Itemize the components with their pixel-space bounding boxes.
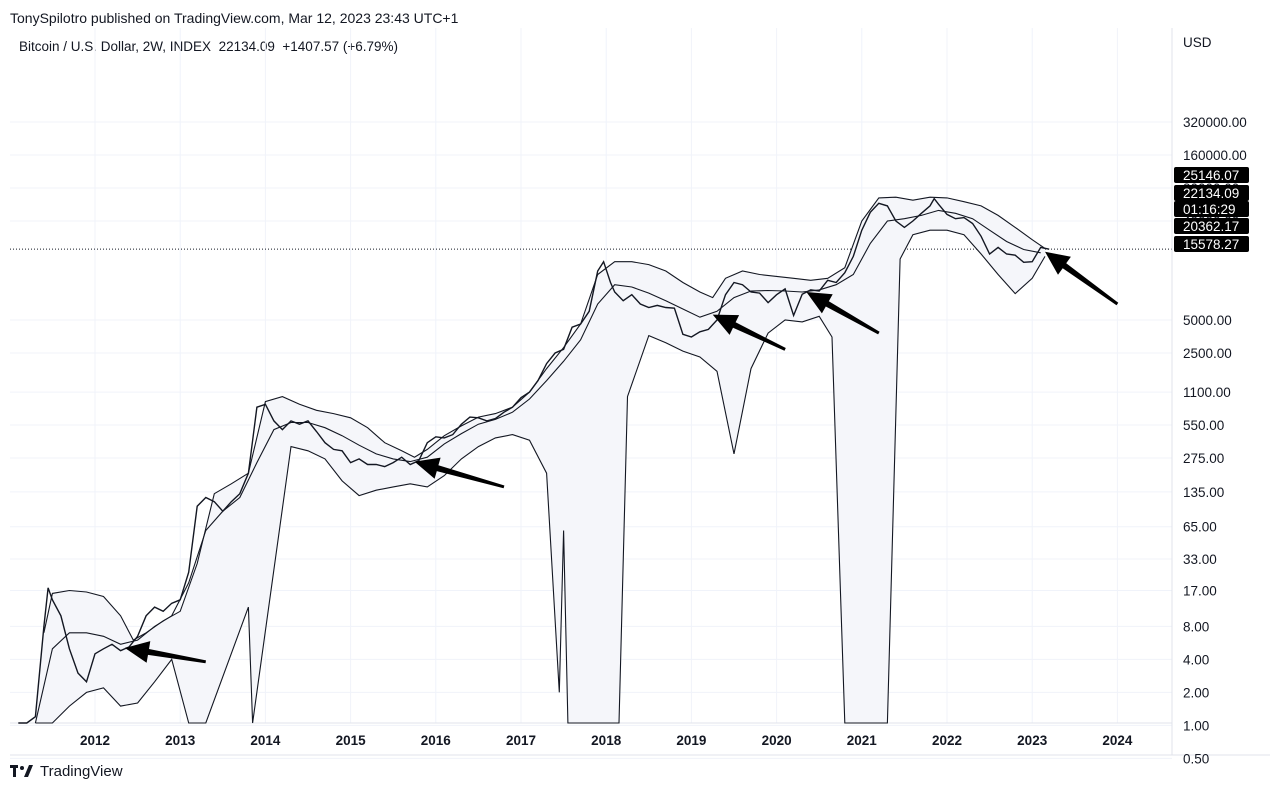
lower-band-line (35, 229, 1046, 724)
y-tick-label: 0.50 (1183, 751, 1209, 766)
x-tick-label: 2021 (847, 733, 878, 748)
price-tag-box (1174, 201, 1249, 217)
publisher-credit: TonySpilotro published on TradingView.co… (10, 10, 459, 26)
y-tick-label: 2500.00 (1183, 346, 1232, 361)
last-price: 22134.09 (218, 39, 275, 54)
y-tick-label: 65.00 (1183, 520, 1217, 535)
price-change: +1407.57 (+6.79%) (282, 39, 398, 54)
x-tick-label: 2024 (1102, 733, 1133, 748)
y-tick-label: 33.00 (1183, 552, 1217, 567)
footer-brand[interactable]: TradingView (10, 760, 123, 782)
annotation-arrow (124, 641, 206, 664)
price-tag-label: 15578.27 (1183, 237, 1239, 252)
x-tick-label: 2022 (932, 733, 962, 748)
middle-band-line (34, 209, 1041, 724)
x-tick-label: 2020 (762, 733, 792, 748)
price-line (18, 197, 1050, 724)
x-tick-label: 2016 (421, 733, 452, 748)
x-tick-label: 2023 (1017, 733, 1048, 748)
x-tick-label: 2012 (80, 733, 110, 748)
y-tick-label: 8.00 (1183, 619, 1209, 634)
y-tick-label: 135.00 (1183, 485, 1224, 500)
y-tick-label: 4.00 (1183, 652, 1209, 667)
tradingview-wordmark: TradingView (40, 762, 123, 780)
x-tick-label: 2014 (250, 733, 281, 748)
y-tick-label: 320000.00 (1183, 115, 1247, 130)
series (18, 196, 1050, 724)
annotations (124, 251, 1119, 664)
price-tag-label: 22134.09 (1183, 186, 1239, 201)
x-tick-label: 2013 (165, 733, 196, 748)
axes: USD 320000.00160000.0080000.0040000.0050… (10, 28, 1270, 766)
price-tag-label: 01:16:29 (1183, 202, 1236, 217)
price-tag-box (1174, 236, 1249, 252)
price-tag-box (1174, 218, 1249, 234)
y-tick-label: 5000.00 (1183, 313, 1232, 328)
annotation-arrow (414, 457, 505, 489)
y-tick-label: 550.00 (1183, 418, 1224, 433)
y-tick-label: 2.00 (1183, 685, 1209, 700)
y-tick-label: 17.00 (1183, 584, 1217, 599)
currency-label: USD (1183, 35, 1212, 50)
annotation-arrow (712, 314, 786, 351)
price-tag-box (1174, 185, 1249, 201)
tradingview-logo-icon (10, 765, 33, 777)
y-tick-label: 160000.00 (1183, 148, 1247, 163)
symbol-legend: Bitcoin / U.S. Dollar, 2W, INDEX 22134.0… (19, 39, 398, 54)
y-tick-label: 275.00 (1183, 451, 1224, 466)
annotation-arrow (1045, 251, 1119, 306)
x-tick-label: 2017 (506, 733, 536, 748)
x-tick-label: 2018 (591, 733, 622, 748)
y-tick-label: 1100.00 (1183, 385, 1231, 400)
price-tag-label: 25146.07 (1183, 168, 1239, 183)
price-tag-box (1174, 167, 1249, 183)
y-tick-label: 1.00 (1183, 718, 1209, 733)
price-tag-label: 20362.17 (1183, 219, 1239, 234)
annotation-arrow (806, 292, 880, 335)
x-tick-label: 2015 (336, 733, 367, 748)
x-tick-label: 2019 (676, 733, 706, 748)
